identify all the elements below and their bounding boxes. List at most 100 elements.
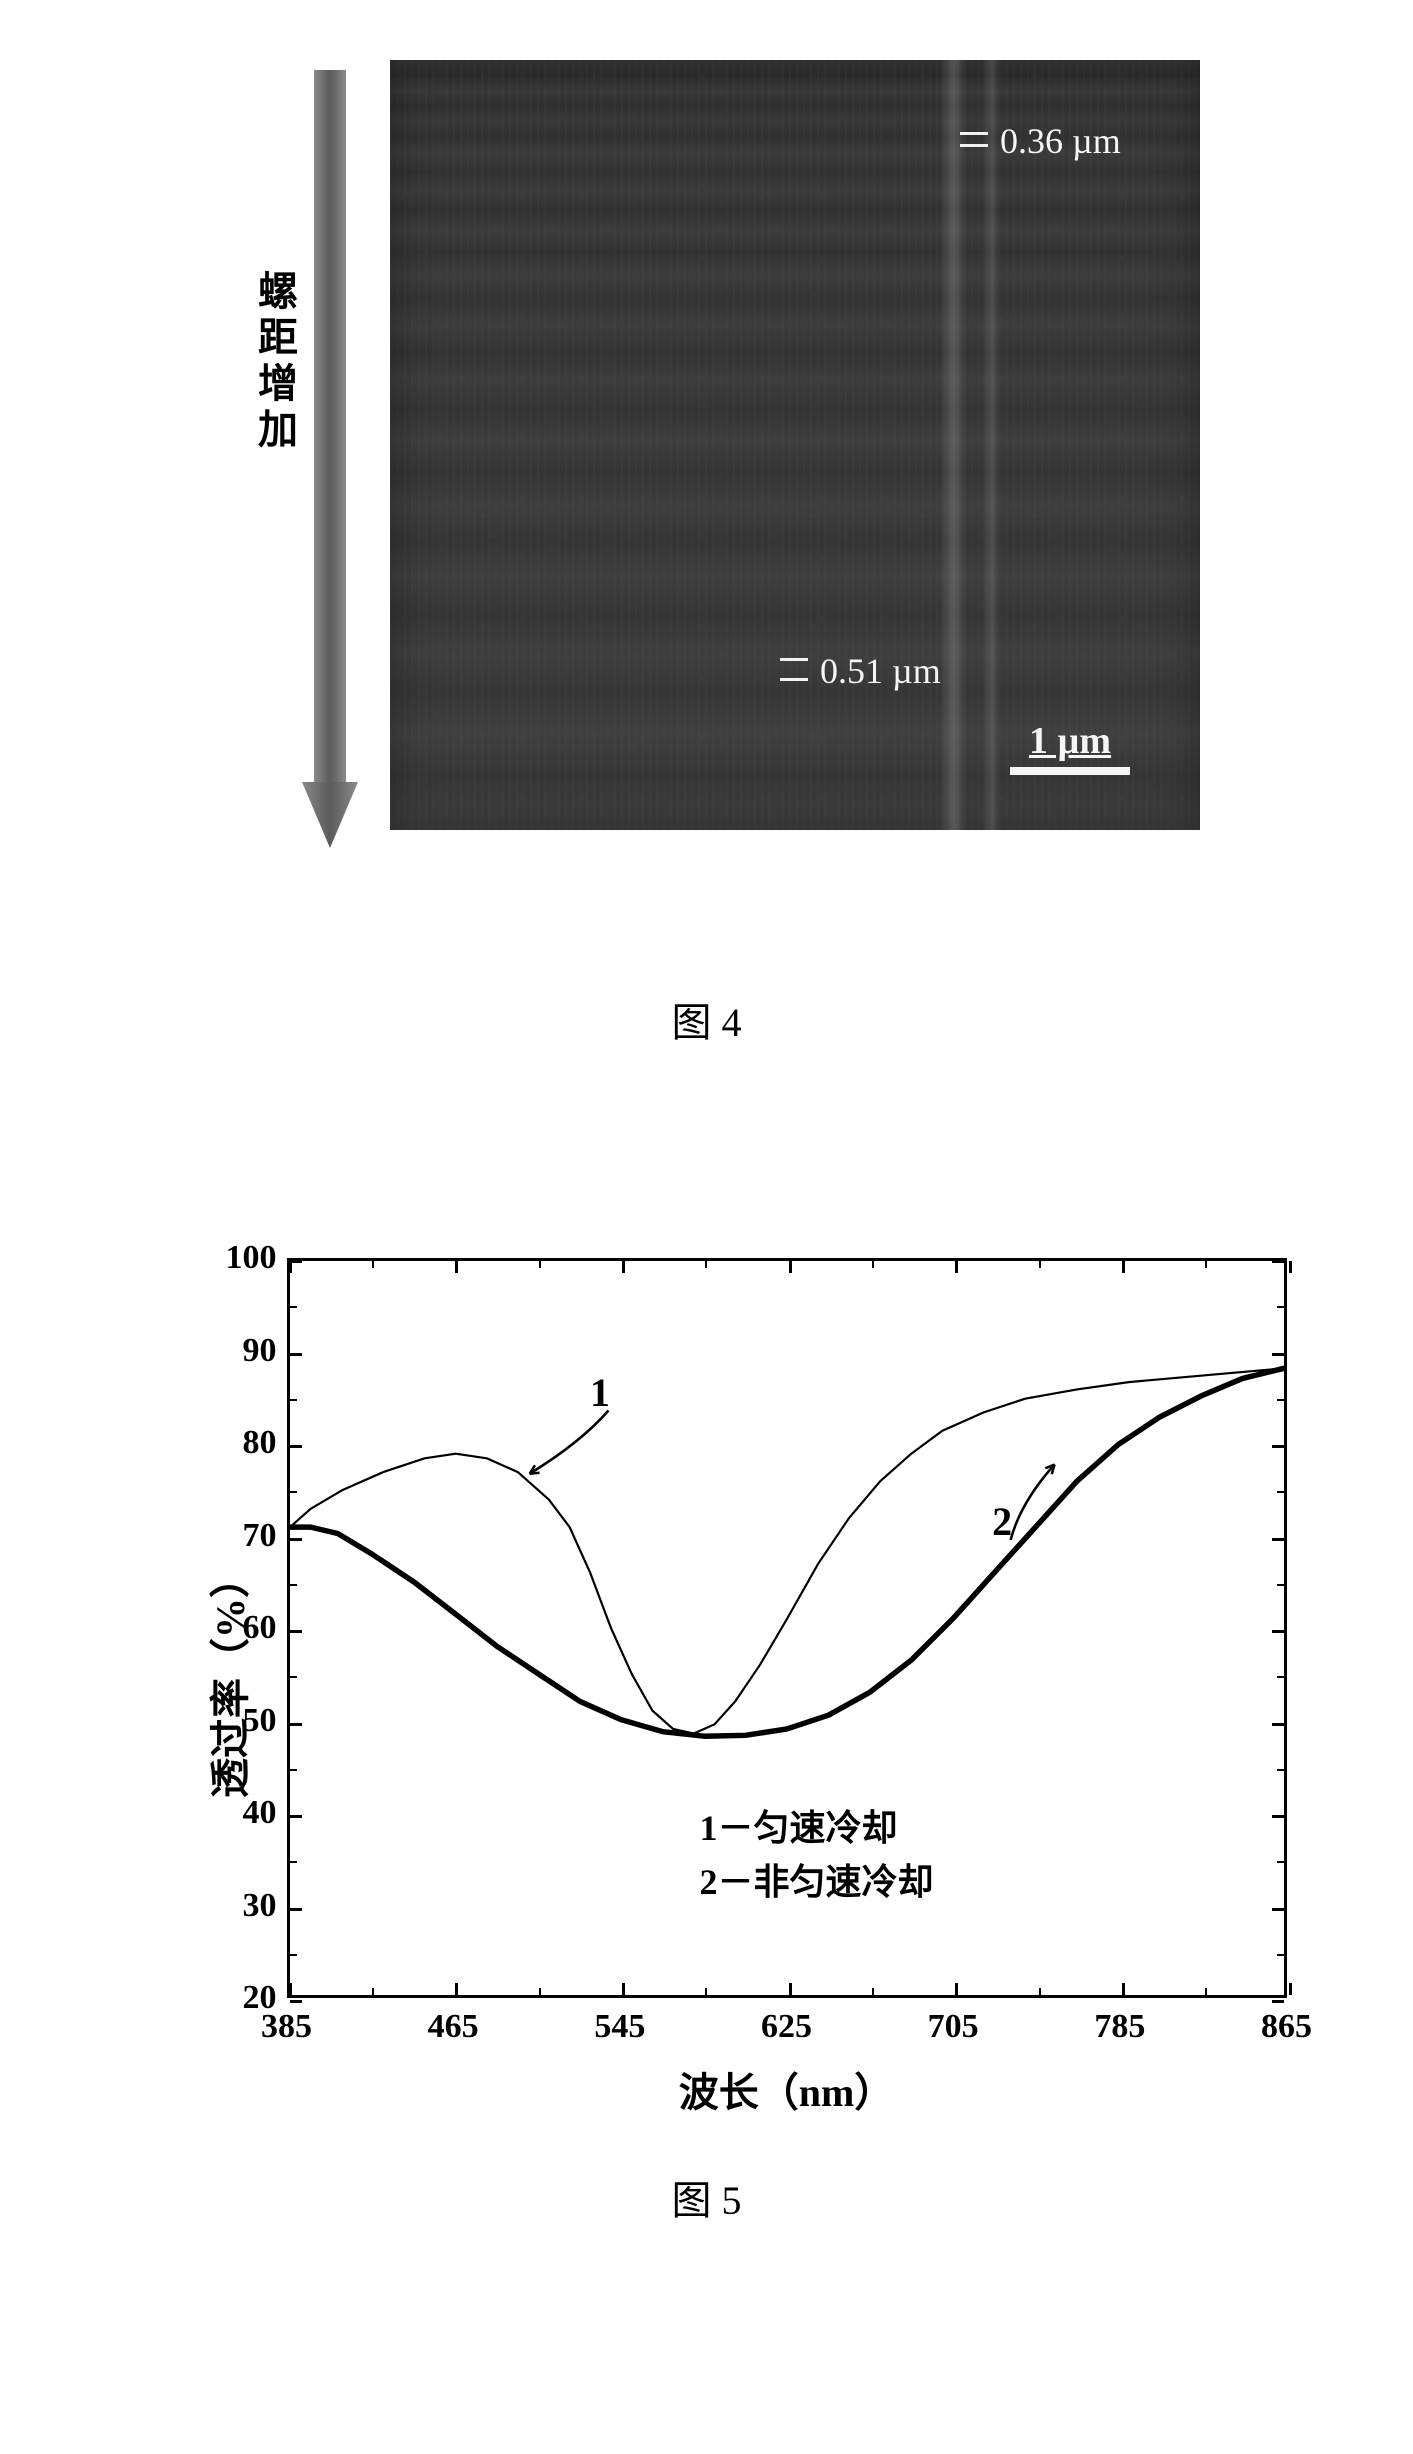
xtick-minor [372, 1261, 374, 1268]
xtick [622, 1983, 625, 1995]
sem-bright-stripe [982, 60, 1000, 830]
xtick-minor [1039, 1988, 1041, 1995]
legend-line-1: 1－匀速冷却 [700, 1801, 934, 1855]
figure-5-caption: 图 5 [60, 2168, 1353, 2226]
ytick-minor [1277, 1676, 1284, 1678]
ytick-minor [1277, 1954, 1284, 1956]
xtick [289, 1261, 292, 1273]
measure-bottom-value: 0.51 µm [820, 650, 941, 692]
ytick [1272, 1723, 1284, 1726]
ytick-minor [1277, 1769, 1284, 1771]
figure-5: 透过率（%） 1 2 1－匀速冷却 2－非匀速冷却 波长（nm） 2030405… [60, 1228, 1353, 2128]
measure-top-value: 0.36 µm [1000, 120, 1121, 162]
ytick [1272, 2000, 1284, 2003]
fig4-scalebar: 1 µm [1010, 719, 1130, 775]
xtick-label: 385 [261, 2008, 312, 2046]
fig5-ylabel: 透过率（%） [198, 1558, 256, 1798]
sem-noise-overlay [390, 60, 1200, 830]
ytick [290, 2000, 302, 2003]
sem-bright-stripe [940, 60, 966, 830]
xtick [289, 1983, 292, 1995]
xtick [1122, 1983, 1125, 1995]
xtick [455, 1261, 458, 1273]
ytick-label: 50 [197, 1702, 277, 1740]
fig4-measure-top: 0.36 µm [960, 120, 1121, 162]
ytick-minor [1277, 1584, 1284, 1586]
xtick-label: 465 [428, 2008, 479, 2046]
fig4-sem-micrograph: 0.36 µm 0.51 µm 1 µm [390, 60, 1200, 830]
ytick [1272, 1908, 1284, 1911]
xtick-minor [1205, 1988, 1207, 1995]
ytick-minor [290, 1676, 297, 1678]
ytick-label: 40 [197, 1794, 277, 1832]
measure-tick-icon [780, 656, 810, 686]
xtick-minor [1039, 1261, 1041, 1268]
ytick-minor [1277, 1306, 1284, 1308]
ytick [290, 1538, 302, 1541]
fig5-legend: 1－匀速冷却 2－非匀速冷却 [700, 1801, 934, 1909]
ytick [1272, 1815, 1284, 1818]
ytick [290, 1445, 302, 1448]
fig5-chart: 透过率（%） 1 2 1－匀速冷却 2－非匀速冷却 波长（nm） 2030405… [97, 1228, 1317, 2128]
ytick [1272, 1445, 1284, 1448]
xtick-minor [539, 1988, 541, 1995]
xtick-minor [539, 1261, 541, 1268]
ytick-label: 60 [197, 1609, 277, 1647]
ytick [290, 1815, 302, 1818]
fig4-measure-bottom: 0.51 µm [780, 650, 941, 692]
figure-4-caption: 图 4 [60, 990, 1353, 1048]
scalebar-label: 1 µm [1029, 719, 1111, 763]
xtick [455, 1983, 458, 1995]
ytick-label: 30 [197, 1887, 277, 1925]
fig5-xlabel: 波长（nm） [287, 2060, 1287, 2118]
ytick-minor [290, 1399, 297, 1401]
ytick [290, 1630, 302, 1633]
xtick [955, 1261, 958, 1273]
xtick [1289, 1983, 1292, 1995]
ytick [1272, 1630, 1284, 1633]
ytick [290, 1353, 302, 1356]
ytick-label: 80 [197, 1424, 277, 1462]
xtick-label: 705 [928, 2008, 979, 2046]
xtick-label: 865 [1261, 2008, 1312, 2046]
xtick [622, 1261, 625, 1273]
figure-4: 螺距增加 0.36 µm 0.51 µm 1 µm [60, 60, 1353, 960]
ytick [290, 1723, 302, 1726]
ytick-label: 70 [197, 1517, 277, 1555]
xtick-minor [372, 1988, 374, 1995]
ytick [1272, 1538, 1284, 1541]
fig4-arrow-text: 螺距增加 [245, 270, 303, 454]
xtick-label: 785 [1094, 2008, 1145, 2046]
ytick-minor [290, 1769, 297, 1771]
xtick-minor [872, 1988, 874, 1995]
xtick [789, 1983, 792, 1995]
ytick [1272, 1353, 1284, 1356]
ytick-label: 90 [197, 1332, 277, 1370]
ytick-minor [290, 1861, 297, 1863]
xtick-minor [1205, 1261, 1207, 1268]
xtick [1289, 1261, 1292, 1273]
fig4-down-arrow [300, 70, 360, 850]
measure-tick-icon [960, 126, 990, 156]
ytick-minor [290, 1306, 297, 1308]
ytick-minor [290, 1491, 297, 1493]
xtick [955, 1983, 958, 1995]
xtick-minor [705, 1261, 707, 1268]
ytick-minor [290, 1954, 297, 1956]
scalebar-line-icon [1010, 767, 1130, 775]
ytick-minor [290, 1584, 297, 1586]
ytick-label: 100 [197, 1239, 277, 1277]
xtick-minor [705, 1988, 707, 1995]
xtick [789, 1261, 792, 1273]
ytick-minor [1277, 1491, 1284, 1493]
ytick-minor [1277, 1861, 1284, 1863]
xtick-minor [872, 1261, 874, 1268]
xtick-label: 625 [761, 2008, 812, 2046]
ytick-minor [1277, 1399, 1284, 1401]
legend-line-2: 2－非匀速冷却 [700, 1855, 934, 1909]
xtick-label: 545 [594, 2008, 645, 2046]
fig5-plot-area: 1 2 1－匀速冷却 2－非匀速冷却 [287, 1258, 1287, 1998]
ytick [1272, 1260, 1284, 1263]
ytick [290, 1908, 302, 1911]
xtick [1122, 1261, 1125, 1273]
